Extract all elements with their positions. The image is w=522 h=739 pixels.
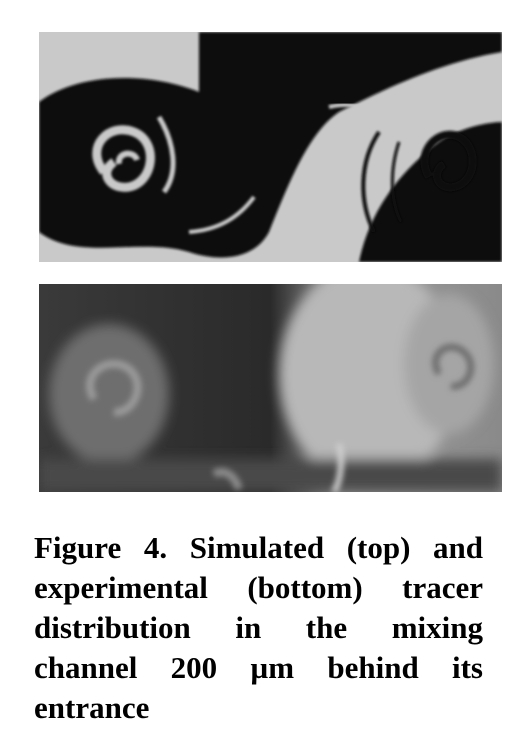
simulated-tracer-image — [39, 32, 502, 262]
figure-caption: Figure 4. Simulated (top) and experiment… — [34, 528, 483, 728]
experimental-tracer-image — [39, 284, 502, 492]
